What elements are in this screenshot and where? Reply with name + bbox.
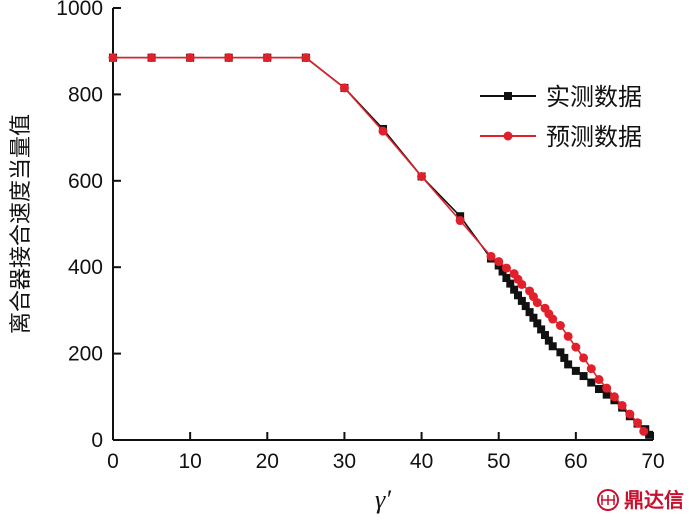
data-point [506,279,515,288]
legend-item-predicted: 预测数据 [480,123,642,151]
data-point [417,171,427,181]
data-point [378,126,388,136]
legend-marker-predicted [503,131,513,141]
y-tick-label: 400 [68,256,103,279]
data-point [579,353,589,363]
data-point [595,385,603,394]
data-point [579,372,588,381]
data-point [502,274,511,282]
data-point [224,53,234,63]
data-point [455,216,465,226]
data-point [639,426,649,436]
series-line [113,56,645,432]
data-point [645,430,654,439]
data-point [548,314,558,324]
plot-frame [112,8,653,441]
data-point [517,296,526,305]
data-point [555,321,565,331]
data-point [571,342,581,352]
watermark-logo-mark [601,495,615,505]
data-point [609,392,619,402]
legend-label-measured: 实测数据 [546,83,642,111]
data-point [594,375,604,385]
x-tick-label: 60 [564,450,587,473]
x-tick-label: 10 [178,450,201,473]
y-tick-label: 1000 [56,0,103,20]
data-point [571,366,580,375]
y-ticks: 0 200 400 600 800 1000 [56,0,121,452]
y-tick-label: 600 [68,170,103,193]
data-point [147,53,157,63]
data-point [556,348,565,357]
data-point [586,364,596,374]
data-point [544,336,553,345]
x-ticks: 0 10 20 30 40 50 60 70 [107,432,665,473]
data-point [537,325,546,334]
data-point [564,360,573,369]
data-point [625,409,635,419]
x-tick-label: 50 [487,450,510,473]
y-tick-label: 800 [68,83,103,106]
data-point [602,390,611,399]
data-point [532,298,542,308]
series-predicted [108,53,649,436]
data-point [633,418,643,428]
series-measured [109,53,654,439]
x-axis-title: γ′ [375,485,391,514]
data-point [617,400,627,410]
legend-label-predicted: 预测数据 [546,123,642,151]
x-tick-label: 40 [410,450,433,473]
data-point [602,383,612,393]
data-point [541,331,549,340]
data-point [517,279,527,289]
watermark-logo-icon [597,489,619,511]
data-point [301,53,311,63]
data-point [501,263,511,273]
data-point [525,308,534,317]
y-tick-label: 0 [91,429,103,452]
data-point [498,267,507,276]
series-line [113,56,650,436]
data-point [533,319,542,328]
data-point [563,331,573,341]
legend-item-measured: 实测数据 [480,83,642,111]
data-point [587,378,596,387]
data-point [339,83,349,93]
data-point [108,53,118,63]
data-point [494,257,504,267]
data-point [521,302,530,311]
legend: 实测数据 预测数据 [480,83,642,151]
x-tick-label: 20 [256,450,279,473]
x-tick-label: 0 [107,450,119,473]
y-axis-title: 离合器接合速度当量值 [9,114,34,334]
data-point [262,53,272,63]
legend-marker-measured [504,92,512,100]
x-tick-label: 30 [333,450,356,473]
data-point [514,291,522,300]
y-tick-label: 200 [68,343,103,366]
watermark-text: 鼎达信 [624,488,684,512]
data-point [529,313,538,322]
data-point [486,251,496,261]
x-tick-label: 70 [641,450,664,473]
data-point [185,53,195,63]
watermark: 鼎达信 [597,488,684,512]
series-layer [108,53,654,439]
data-point [548,342,557,351]
data-point [510,285,519,294]
data-point [560,353,569,362]
